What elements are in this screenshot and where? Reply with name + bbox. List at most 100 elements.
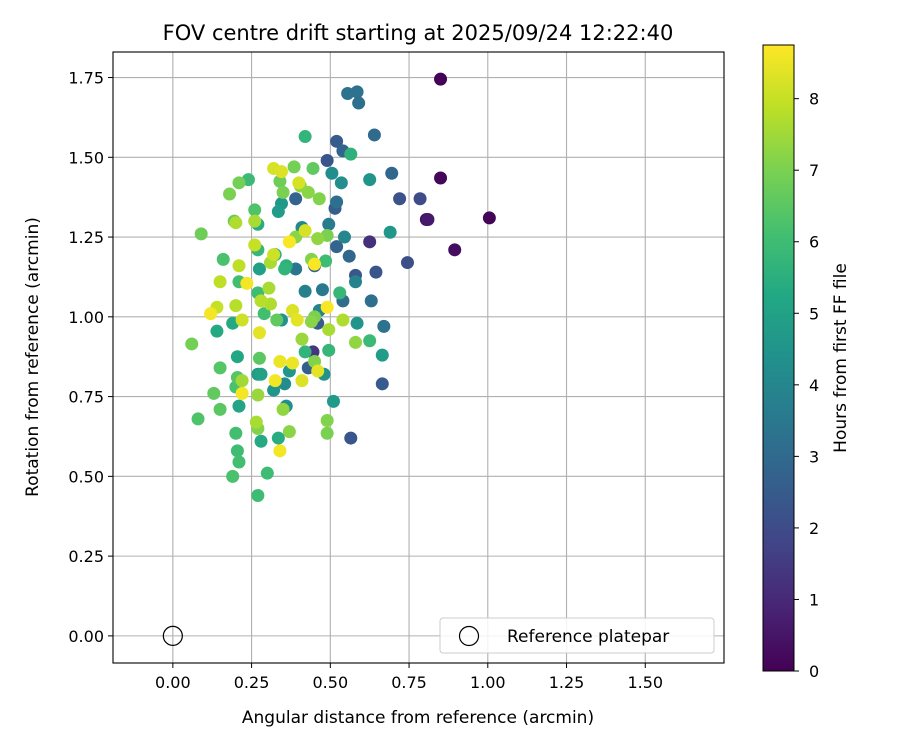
scatter-point <box>375 377 389 391</box>
scatter-point <box>421 213 435 227</box>
scatter-point <box>322 217 336 231</box>
x-tick-label: 0.00 <box>155 673 191 692</box>
scatter-point <box>229 426 243 440</box>
scatter-point <box>248 214 262 228</box>
scatter-point <box>312 192 326 206</box>
scatter-point <box>240 276 254 290</box>
scatter-point <box>257 307 271 321</box>
y-tick-label: 1.50 <box>68 148 104 167</box>
scatter-point <box>413 192 427 206</box>
colorbar-ticks: 0 1 2 3 4 5 6 7 8 <box>794 90 819 681</box>
scatter-point <box>448 243 462 257</box>
scatter-point <box>252 326 266 340</box>
colorbar-label: Hours from first FF file <box>831 263 851 453</box>
scatter-point <box>185 337 199 351</box>
scatter-point <box>230 350 244 364</box>
plot-frame <box>112 51 725 664</box>
y-tick-label: 0.25 <box>68 547 104 566</box>
colorbar-tick-label: 1 <box>809 590 819 609</box>
x-axis-label: Angular distance from reference (arcmin) <box>242 708 594 728</box>
scatter-point <box>315 283 329 297</box>
scatter-point <box>223 187 237 201</box>
scatter-point <box>344 431 358 445</box>
scatter-point <box>342 249 356 263</box>
colorbar-tick-label: 8 <box>809 90 819 109</box>
scatter-point <box>271 205 285 219</box>
scatter-point <box>337 230 351 244</box>
y-tick-label: 1.00 <box>68 308 104 327</box>
scatter-point <box>367 128 381 142</box>
scatter-point <box>325 166 339 180</box>
scatter-point <box>271 431 285 445</box>
x-tick-label: 1.50 <box>627 673 663 692</box>
scatter-point <box>298 284 312 298</box>
scatter-point <box>252 351 266 365</box>
scatter-point <box>229 216 243 230</box>
scatter-point <box>260 466 274 480</box>
scatter-point <box>350 316 364 330</box>
y-tick-label: 1.25 <box>68 228 104 247</box>
scatter-point <box>344 147 358 161</box>
scatter-point <box>226 469 240 483</box>
legend-box <box>439 617 715 654</box>
y-tick-label: 1.75 <box>68 69 104 88</box>
scatter-point <box>254 367 268 381</box>
scatter-point <box>276 185 290 199</box>
scatter-point <box>204 307 218 321</box>
scatter-point <box>306 161 320 175</box>
scatter-point <box>216 252 230 266</box>
scatter-point <box>251 388 265 402</box>
scatter-point <box>251 488 265 502</box>
scatter-point <box>210 324 224 338</box>
colorbar-gradient <box>762 44 795 672</box>
scatter-point <box>349 335 363 349</box>
y-tick-label: 0.00 <box>68 627 104 646</box>
colorbar: 0 1 2 3 4 5 6 7 8 Hours from first FF file <box>762 44 851 681</box>
scatter-point <box>232 455 246 469</box>
x-tick-label: 1.25 <box>549 673 585 692</box>
scatter-point <box>322 343 336 357</box>
scatter-point <box>393 192 407 206</box>
scatter-point <box>298 130 312 144</box>
scatter-point <box>254 434 268 448</box>
scatter-point <box>322 323 336 337</box>
scatter-point <box>213 275 227 289</box>
y-tick-label: 0.50 <box>68 467 104 486</box>
scatter-point <box>292 176 306 190</box>
scatter-point <box>363 235 377 249</box>
scatter-point <box>207 386 221 400</box>
scatter-point <box>194 227 208 241</box>
scatter-point <box>311 364 325 378</box>
scatter-point <box>482 211 496 225</box>
scatter-point <box>364 294 378 308</box>
scatter-point <box>385 166 399 180</box>
scatter-points <box>162 72 496 646</box>
scatter-point <box>333 286 347 300</box>
legend: Reference platepar <box>439 617 715 654</box>
scatter-point <box>278 262 292 276</box>
scatter-point <box>276 402 290 416</box>
scatter-point <box>434 72 448 86</box>
scatter-point <box>304 315 318 329</box>
scatter-point <box>352 96 366 110</box>
scatter-point <box>213 361 227 375</box>
scatter-point <box>308 257 322 271</box>
scatter-point <box>298 345 312 359</box>
scatter-point <box>434 171 448 185</box>
reference-platepar-marker <box>162 625 183 646</box>
scatter-point <box>311 232 325 246</box>
scatter-point <box>232 399 246 413</box>
scatter-point <box>298 224 312 238</box>
legend-marker-reference <box>458 625 480 647</box>
scatter-point <box>375 348 389 362</box>
legend-label-reference: Reference platepar <box>507 627 669 647</box>
scatter-point <box>320 153 334 167</box>
scatter-point <box>336 313 350 327</box>
y-axis-ticks: 0.00 0.25 0.50 0.75 1.00 1.25 1.50 1.75 <box>68 69 113 646</box>
scatter-point <box>273 444 287 458</box>
scatter-point <box>235 374 249 388</box>
scatter-point <box>286 356 300 370</box>
scatter-point <box>249 415 263 429</box>
colorbar-tick-label: 0 <box>809 662 819 681</box>
scatter-point <box>235 386 249 400</box>
